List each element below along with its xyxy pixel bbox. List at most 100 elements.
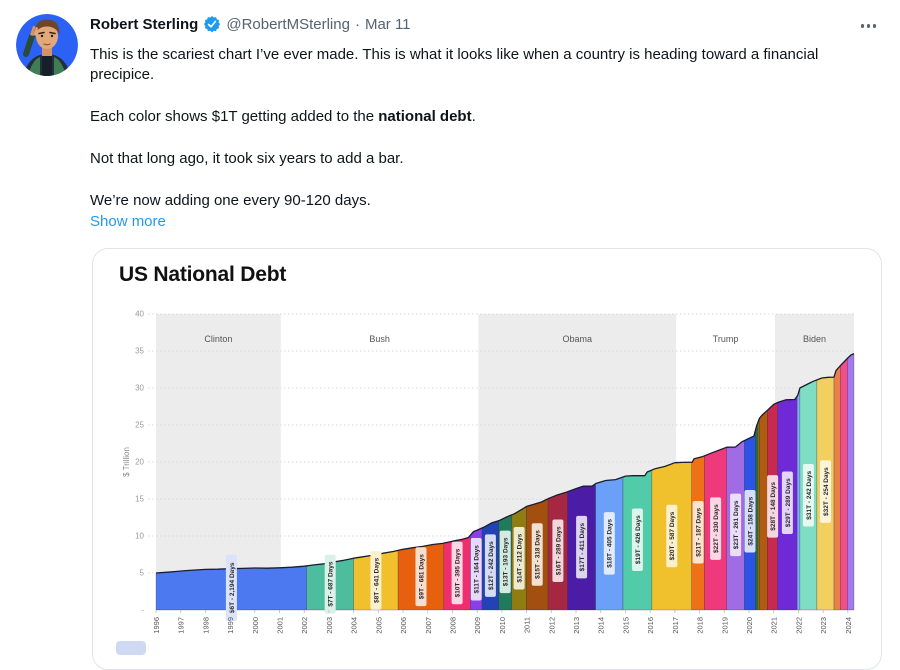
bar-label: $16T - 289 Days: [552, 519, 564, 583]
bar-label: $10T - 395 Days: [451, 541, 463, 605]
x-tick-label: 2012: [547, 617, 556, 634]
tweet-text-paragraph: This is the scariest chart I’ve ever mad…: [90, 46, 819, 83]
bar-label: $7T - 687 Days: [324, 554, 336, 614]
bar-label: $31T - 242 Days: [802, 464, 814, 527]
bar-label: $9T - 681 Days: [415, 547, 427, 607]
x-tick-label: 2010: [498, 617, 507, 634]
bar-label: $23T - 261 Days: [730, 493, 742, 557]
x-tick-label: 2023: [819, 617, 828, 634]
bar-segment: [757, 417, 760, 611]
verified-badge-icon: [204, 15, 221, 33]
more-dot: [872, 24, 876, 28]
svg-text:$32T - 254 Days: $32T - 254 Days: [823, 467, 830, 516]
svg-text:$12T - 242 Days: $12T - 242 Days: [488, 541, 495, 590]
user-handle[interactable]: @RobertMSterling: [226, 15, 350, 33]
x-tick-label: 2018: [696, 617, 705, 634]
era-label: Trump: [713, 334, 739, 344]
bar-segment: [847, 353, 855, 611]
x-tick-label: 1997: [177, 617, 186, 634]
x-tick-label: 2006: [399, 617, 408, 634]
x-tick-label: 2020: [745, 617, 754, 634]
x-tick-label: 2008: [449, 617, 458, 634]
bar-segment: [755, 423, 758, 611]
x-tick-label: 2013: [572, 617, 581, 634]
svg-text:$10T - 395 Days: $10T - 395 Days: [455, 548, 462, 597]
chart-title: US National Debt: [119, 263, 287, 286]
bar-segment: [833, 365, 841, 611]
x-tick-label: 2009: [473, 617, 482, 634]
x-tick-label: 2015: [622, 617, 631, 634]
y-tick-label: 25: [135, 421, 144, 430]
avatar-illustration: [16, 14, 78, 76]
svg-text:$17T - 411 Days: $17T - 411 Days: [579, 523, 586, 572]
bar-label: $11T - 164 Days: [470, 538, 482, 601]
x-tick-label: 2000: [251, 617, 260, 634]
y-tick-label: 20: [135, 458, 144, 467]
tweet-text-paragraph: Each color shows $1T getting added to th…: [90, 107, 878, 127]
x-tick-label: 2014: [597, 617, 606, 634]
timestamp[interactable]: Mar 11: [364, 15, 411, 33]
bar-label: $8T - 641 Days: [370, 550, 382, 610]
x-tick-label: 2017: [671, 617, 680, 634]
svg-text:$13T - 193 Days: $13T - 193 Days: [503, 537, 510, 586]
bar-label: $19T - 426 Days: [631, 508, 643, 571]
y-axis-title: $ Trillion: [122, 447, 131, 477]
svg-text:$24T - 158 Days: $24T - 158 Days: [747, 496, 754, 545]
bar-label: $21T - 187 Days: [692, 501, 704, 564]
x-tick-label: 2004: [350, 617, 359, 634]
x-tick-label: 1999: [226, 617, 235, 634]
tweet-text-segment: Each color shows $1T getting added to th…: [90, 108, 379, 125]
y-tick-label: 5: [140, 569, 145, 578]
svg-text:$14T - 212 Days: $14T - 212 Days: [517, 533, 524, 582]
more-dot: [860, 24, 864, 28]
bar-segment: [796, 387, 801, 611]
y-tick-label: 15: [135, 495, 144, 504]
x-tick-label: 1998: [201, 617, 210, 634]
tweet-text-segment: .: [471, 108, 476, 125]
separator-dot: ·: [354, 15, 360, 33]
svg-text:$28T - 148 Days: $28T - 148 Days: [770, 482, 777, 531]
bar-label: $6T - 2,194 Days: [225, 554, 237, 621]
bar-segment: [840, 357, 848, 611]
era-label: Obama: [563, 334, 593, 344]
x-tick-label: 2021: [770, 617, 779, 634]
chart-media-card[interactable]: 40 35 30 25 20 15 10 5- $ Trillion Clinton Bush Oba…: [92, 248, 882, 670]
y-tick-label: -: [141, 606, 144, 615]
svg-text:$22T - 330 Days: $22T - 330 Days: [713, 504, 720, 553]
tweet-body: This is the scariest chart I’ve ever mad…: [90, 45, 878, 232]
tweet-header: Robert Sterling @RobertMSterling · Mar 1…: [90, 15, 411, 33]
debt-line: [155, 353, 855, 574]
era-label: Biden: [803, 334, 826, 344]
x-tick-label: 2001: [276, 617, 285, 634]
avatar[interactable]: [16, 14, 78, 76]
svg-text:$29T - 289 Days: $29T - 289 Days: [785, 478, 792, 527]
svg-text:$11T - 164 Days: $11T - 164 Days: [474, 545, 481, 594]
bar-label: $15T - 318 Days: [531, 523, 543, 586]
show-more-link[interactable]: Show more: [90, 213, 166, 230]
svg-text:$19T - 426 Days: $19T - 426 Days: [635, 515, 642, 564]
bar-label: $13T - 193 Days: [499, 530, 511, 594]
era-label: Clinton: [204, 334, 232, 344]
bar-label: $24T - 158 Days: [744, 489, 756, 553]
x-tick-label: 2019: [720, 617, 729, 634]
x-tick-label: 1996: [152, 617, 161, 634]
x-tick-label: 2024: [844, 617, 853, 634]
y-tick-label: 10: [135, 532, 144, 541]
svg-text:$16T - 289 Days: $16T - 289 Days: [555, 526, 562, 575]
bar-label: $22T - 330 Days: [710, 497, 722, 560]
bar-label: $28T - 148 Days: [767, 475, 779, 538]
bar-label: $29T - 289 Days: [781, 471, 793, 534]
x-tick-label: 2011: [523, 617, 532, 633]
svg-text:$9T - 681 Days: $9T - 681 Days: [418, 554, 425, 600]
display-name[interactable]: Robert Sterling: [90, 15, 199, 33]
x-tick-label: 2002: [300, 617, 309, 634]
x-tick-label: 2016: [646, 617, 655, 634]
era-band: [156, 314, 281, 610]
svg-text:$7T - 687 Days: $7T - 687 Days: [328, 561, 335, 607]
svg-text:$15T - 318 Days: $15T - 318 Days: [535, 530, 542, 579]
svg-text:$21T - 187 Days: $21T - 187 Days: [696, 508, 703, 557]
more-options-icon[interactable]: [857, 20, 881, 32]
more-dot: [866, 24, 870, 28]
y-tick-label: 30: [135, 384, 144, 393]
